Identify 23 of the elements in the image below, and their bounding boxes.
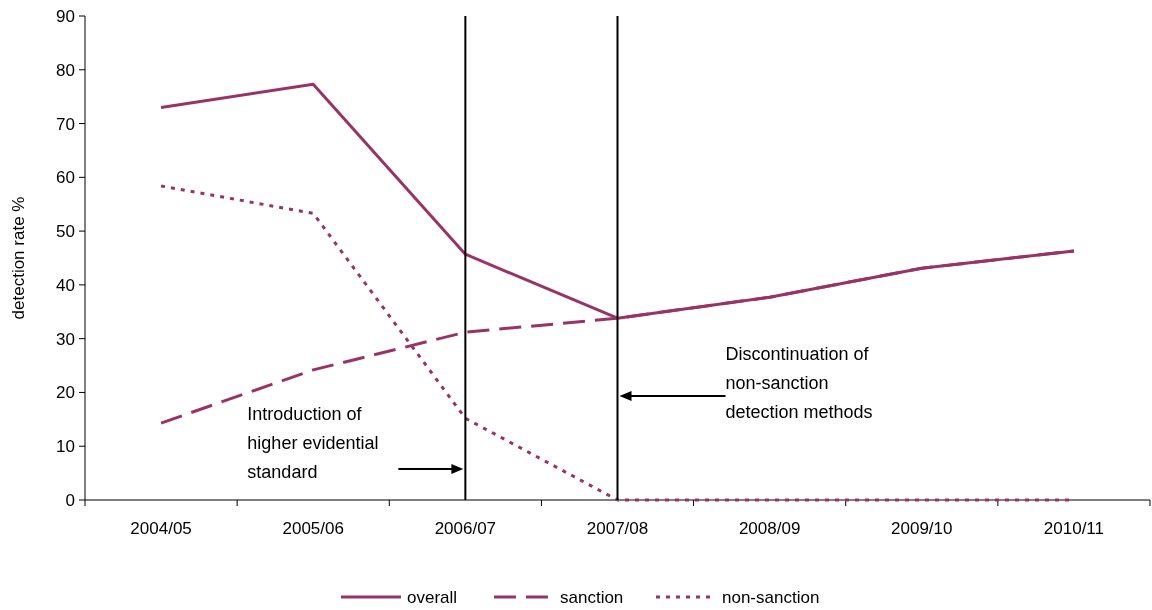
y-tick-label: 50: [56, 222, 75, 242]
annotation: Introduction of higher evidential standard: [247, 404, 379, 482]
y-tick-label: 90: [56, 6, 75, 26]
x-tick-label: 2004/05: [130, 519, 192, 538]
legend-label: sanction: [560, 587, 624, 607]
legend-label: overall: [407, 587, 458, 607]
x-tick-label: 2005/06: [282, 519, 344, 538]
x-tick-label: 2006/07: [434, 519, 497, 538]
annotation: Discontinuation of non-sanction detection methods: [725, 344, 873, 422]
y-tick-label: 40: [56, 275, 75, 295]
y-tick-label: 20: [56, 383, 75, 403]
x-tick-label: 2008/09: [738, 519, 801, 538]
legend-label: non-sanction: [722, 587, 820, 607]
y-tick-label: 60: [56, 168, 75, 188]
y-tick-label: 30: [56, 329, 75, 349]
y-axis-title: detection rate %: [9, 196, 28, 320]
x-tick-label: 2010/11: [1043, 519, 1105, 538]
x-tick-label: 2009/10: [891, 519, 953, 538]
y-tick-label: 70: [56, 114, 75, 134]
y-tick-label: 80: [56, 60, 75, 80]
y-tick-label: 0: [65, 490, 75, 510]
y-tick-label: 10: [56, 437, 75, 457]
x-tick-label: 2007/08: [586, 519, 649, 538]
